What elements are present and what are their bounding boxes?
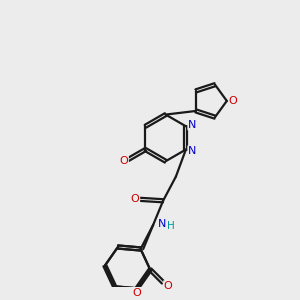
Text: O: O: [120, 156, 128, 166]
Text: O: O: [133, 288, 142, 298]
Text: O: O: [164, 281, 172, 291]
Text: O: O: [229, 96, 237, 106]
Text: H: H: [167, 220, 175, 230]
Text: N: N: [188, 120, 196, 130]
Text: N: N: [188, 146, 196, 156]
Text: N: N: [158, 218, 166, 229]
Text: O: O: [131, 194, 140, 204]
